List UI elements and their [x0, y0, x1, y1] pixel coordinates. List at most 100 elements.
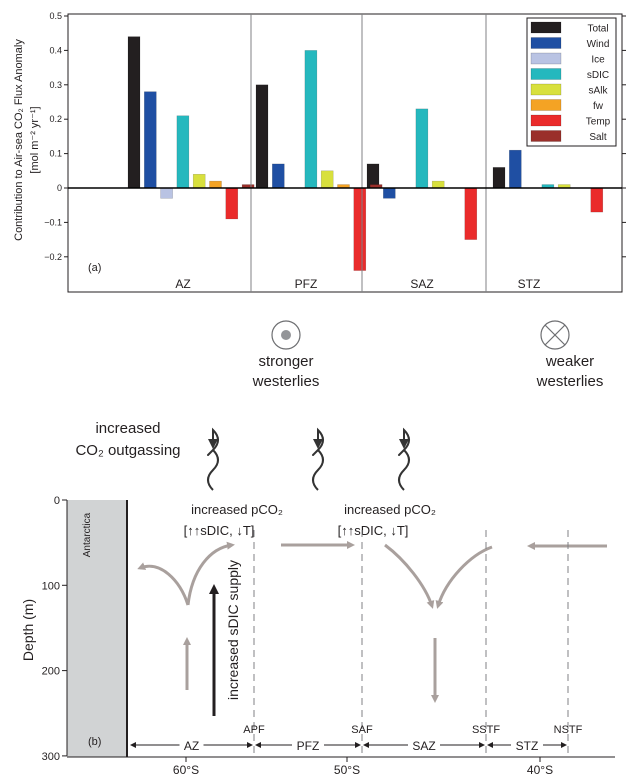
- y-tick-label: 0.5: [49, 11, 62, 21]
- legend-label: Total: [587, 24, 608, 35]
- front-label: SSTF: [472, 724, 500, 736]
- depth-tick-label: 300: [42, 751, 60, 763]
- bar: [492, 167, 506, 189]
- legend-swatch: [530, 68, 562, 80]
- bar: [176, 115, 190, 189]
- svg-text:[↑↑sDIC, ↓T]: [↑↑sDIC, ↓T]: [338, 523, 409, 538]
- circulation-arrows: [137, 541, 607, 703]
- panel-a-bar-chart: Contribution to Air-sea CO₂ Flux Anomaly…: [13, 11, 626, 293]
- legend-label: fw: [593, 101, 604, 112]
- legend-swatch: [530, 99, 562, 111]
- circulation-arrow: [186, 541, 235, 606]
- panel-label-b: (b): [88, 736, 101, 748]
- front-label: NSTF: [554, 724, 583, 736]
- y-axis-label-line2: [mol m⁻² yr⁻¹]: [29, 106, 41, 173]
- axis-a: 0.5 0.4 0.3 0.2 0.1 0 −0.1 −0.2 AZ PFZ SAZ STZ: [44, 11, 626, 293]
- antarctica-label: Antarctica: [82, 512, 93, 557]
- wind-into-page-icon: [271, 320, 301, 350]
- weaker-label: weaker: [545, 353, 594, 370]
- legend-swatch: [530, 52, 562, 65]
- bar: [431, 180, 445, 189]
- y-tick-label: 0.1: [49, 149, 62, 159]
- antarctica-land: [67, 500, 127, 757]
- legend-swatch: [530, 114, 562, 127]
- y-tick-label: −0.1: [44, 217, 62, 227]
- bar: [144, 91, 157, 189]
- latitude-tick-label: 60°S: [173, 763, 199, 776]
- zone-label-bg: [179, 737, 204, 753]
- legend-label: Ice: [591, 55, 605, 66]
- latitude-tick-label: 50°S: [334, 763, 360, 776]
- x-category-label: PFZ: [295, 277, 318, 291]
- x-category-label: SAZ: [410, 277, 433, 291]
- zone-label-bg: [511, 737, 543, 753]
- zone-label: AZ: [184, 739, 199, 753]
- fronts: APF SAF SSTF NSTF: [243, 530, 583, 757]
- zones: AZ PFZ SAZ STZ: [130, 737, 567, 753]
- bar: [509, 149, 522, 189]
- sdic-supply-label: increased sDIC supply: [225, 560, 241, 700]
- y-tick-label: 0: [57, 183, 62, 193]
- legend-label: Temp: [586, 117, 611, 128]
- zone-label: STZ: [516, 739, 539, 753]
- legend-label: Wind: [587, 39, 610, 50]
- circulation-arrow: [384, 543, 435, 609]
- depth-tick-label: 0: [54, 495, 60, 507]
- pco2-annotation-left: increased pCO₂ [↑↑sDIC, ↓T]: [184, 502, 283, 538]
- bar: [415, 108, 429, 189]
- bar: [353, 187, 367, 271]
- x-category-label: STZ: [518, 277, 541, 291]
- weaker-westerlies-label: westerlies: [536, 373, 604, 390]
- bar: [304, 50, 318, 189]
- latitude-tick-label: 40°S: [527, 763, 553, 776]
- depth-tick-label: 100: [42, 580, 60, 592]
- depth-tick-label: 200: [42, 666, 60, 678]
- y-tick-label: 0.4: [49, 45, 62, 55]
- svg-text:increased pCO₂: increased pCO₂: [344, 502, 436, 517]
- panel-b-schematic: Antarctica 0 100 200 300 60°S 50°S 40°S Depth …: [20, 495, 615, 776]
- bar: [209, 180, 222, 189]
- legend-swatch: [530, 21, 562, 34]
- bar: [225, 187, 239, 220]
- legend-swatch: [530, 37, 562, 49]
- outgassing-label-2: CO₂ outgassing: [75, 442, 180, 459]
- zone-label-bg: [408, 737, 440, 753]
- bar: [127, 36, 141, 189]
- depth-axis-label: Depth (m): [20, 599, 36, 661]
- pco2-annotation-right: increased pCO₂ [↑↑sDIC, ↓T]: [338, 502, 436, 538]
- outgassing-squiggle-arrow: [398, 427, 410, 491]
- bar: [320, 170, 334, 189]
- legend-label: Salt: [589, 132, 606, 143]
- bar: [272, 163, 285, 189]
- y-axis-label-line1: Contribution to Air-sea CO₂ Flux Anomaly: [13, 39, 25, 241]
- wind-out-of-page-icon: [540, 320, 570, 350]
- outgassing-squiggle-arrow: [312, 427, 324, 491]
- axis-b: 0 100 200 300 60°S 50°S 40°S: [42, 495, 615, 776]
- svg-text:increased pCO₂: increased pCO₂: [191, 502, 283, 517]
- x-category-label: AZ: [175, 277, 190, 291]
- zone-label: PFZ: [297, 739, 320, 753]
- bar-marks: [127, 36, 604, 271]
- circulation-arrow: [435, 545, 493, 609]
- front-label: SAF: [351, 724, 373, 736]
- bar: [192, 173, 206, 189]
- panel-label-a: (a): [88, 262, 101, 274]
- circulation-arrow: [137, 562, 190, 606]
- bar: [160, 187, 173, 199]
- outgassing-label-1: increased: [95, 420, 160, 437]
- legend-label: sAlk: [589, 86, 609, 97]
- outgassing-squiggle-arrow: [207, 427, 219, 491]
- legend-swatch: [530, 83, 562, 96]
- legend-swatch: [530, 130, 562, 142]
- bar: [383, 187, 396, 199]
- y-tick-label: 0.2: [49, 114, 62, 124]
- bar: [464, 187, 478, 240]
- outgassing-squiggles: [207, 427, 410, 491]
- legend-label: sDIC: [587, 70, 609, 81]
- y-tick-label: 0.3: [49, 80, 62, 90]
- legend: Total Wind Ice sDIC sAlk fw Temp Salt: [526, 17, 617, 147]
- svg-text:[↑↑sDIC, ↓T]: [↑↑sDIC, ↓T]: [184, 523, 255, 538]
- westerlies-annotations: stronger westerlies weaker westerlies in…: [75, 320, 604, 491]
- bar: [255, 84, 269, 189]
